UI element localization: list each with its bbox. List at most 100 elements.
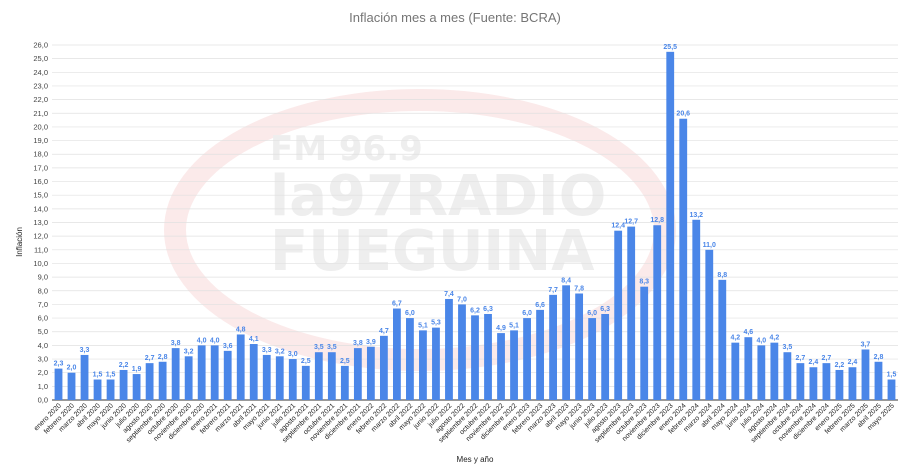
data-label: 6,2 — [470, 307, 480, 314]
data-label: 13,2 — [689, 212, 703, 219]
watermark-line1: FM 96.9 — [270, 129, 423, 169]
data-label: 2,7 — [145, 355, 155, 362]
y-tick-label: 1,0 — [38, 382, 48, 391]
bar — [718, 279, 727, 400]
y-tick-label: 10,0 — [33, 259, 48, 268]
y-tick-label: 4,0 — [38, 341, 48, 350]
data-label: 6,3 — [483, 306, 493, 313]
data-label: 3,8 — [353, 340, 363, 347]
data-label: 6,0 — [587, 310, 597, 317]
y-tick-label: 24,0 — [33, 68, 48, 77]
bar — [301, 365, 310, 400]
bar — [471, 315, 479, 400]
data-label: 4,9 — [496, 325, 506, 332]
bar — [484, 313, 492, 400]
bar — [353, 348, 362, 400]
data-label: 8,8 — [717, 272, 727, 279]
bar — [67, 372, 76, 400]
y-tick-label: 8,0 — [38, 286, 48, 295]
y-tick-label: 19,0 — [33, 136, 48, 145]
bar — [93, 379, 102, 400]
data-label: 2,2 — [119, 362, 129, 369]
bar — [158, 361, 167, 400]
y-tick-label: 7,0 — [38, 300, 48, 309]
y-tick-label: 2,0 — [38, 368, 48, 377]
bar — [614, 230, 623, 400]
data-label: 3,6 — [223, 343, 233, 350]
y-axis: 0,0 1,0 2,0 3,0 4,0 5,0 6,0 7,0 8,0 9,0 10,0 11,0 12… — [33, 41, 48, 405]
data-label: 2,4 — [809, 359, 819, 366]
data-label: 2,7 — [822, 355, 832, 362]
bar — [679, 118, 688, 400]
y-tick-label: 6,0 — [38, 314, 48, 323]
data-label: 4,0 — [756, 337, 766, 344]
data-label: 1,5 — [93, 372, 103, 379]
data-label: 3,5 — [783, 344, 793, 351]
data-label: 4,2 — [769, 335, 779, 342]
data-label: 4,0 — [210, 337, 220, 344]
data-label: 7,8 — [574, 286, 584, 293]
bar — [119, 369, 128, 400]
y-tick-label: 0,0 — [38, 396, 48, 405]
data-label: 3,5 — [327, 344, 337, 351]
bar — [692, 219, 701, 400]
data-label: 4,8 — [236, 326, 246, 333]
bar — [132, 374, 141, 400]
data-label: 3,7 — [861, 341, 871, 348]
y-tick-label: 5,0 — [38, 327, 48, 336]
data-label: 7,7 — [548, 287, 558, 294]
bar — [510, 330, 518, 400]
data-label: 4,2 — [730, 335, 740, 342]
bar — [653, 225, 662, 400]
bar — [549, 294, 557, 400]
bar — [848, 367, 857, 400]
chart-title: Inflación mes a mes (Fuente: BCRA) — [349, 10, 561, 25]
bar — [666, 51, 675, 400]
y-tick-label: 13,0 — [33, 218, 48, 227]
data-label: 3,9 — [366, 339, 376, 346]
bar — [54, 368, 63, 400]
y-tick-label: 17,0 — [33, 163, 48, 172]
data-label: 5,3 — [431, 320, 441, 327]
data-label: 12,8 — [650, 217, 664, 224]
y-tick-label: 20,0 — [33, 122, 48, 131]
watermark-line2: la97RADIO — [270, 164, 606, 229]
bar — [536, 309, 544, 400]
bar — [887, 379, 896, 400]
bar — [432, 327, 440, 400]
bar — [184, 356, 193, 400]
data-label: 3,8 — [171, 340, 181, 347]
data-label: 4,0 — [197, 337, 207, 344]
data-label: 2,8 — [158, 354, 168, 361]
data-label: 8,3 — [639, 279, 649, 286]
bar — [874, 361, 883, 400]
bar — [523, 318, 531, 400]
data-label: 3,0 — [288, 351, 298, 358]
bar — [171, 348, 180, 400]
bar — [731, 342, 740, 400]
y-tick-label: 16,0 — [33, 177, 48, 186]
bar — [601, 313, 610, 400]
bar — [705, 249, 714, 400]
data-label: 2,5 — [301, 358, 311, 365]
data-label: 4,7 — [379, 328, 389, 335]
data-label: 8,4 — [561, 277, 571, 284]
bar — [340, 365, 349, 400]
bar — [106, 379, 115, 400]
data-label: 7,0 — [457, 296, 467, 303]
bar — [314, 352, 323, 400]
bar — [379, 335, 388, 400]
data-label: 2,2 — [835, 362, 845, 369]
bar — [445, 298, 453, 400]
bar — [809, 367, 818, 400]
y-tick-label: 12,0 — [33, 232, 48, 241]
data-label: 6,6 — [535, 302, 545, 309]
data-label: 20,6 — [676, 111, 690, 118]
data-label: 2,3 — [54, 361, 64, 368]
y-tick-label: 11,0 — [34, 245, 48, 254]
bar — [275, 356, 284, 400]
data-label: 1,9 — [132, 366, 142, 373]
data-label: 3,5 — [314, 344, 324, 351]
bar — [80, 354, 89, 400]
